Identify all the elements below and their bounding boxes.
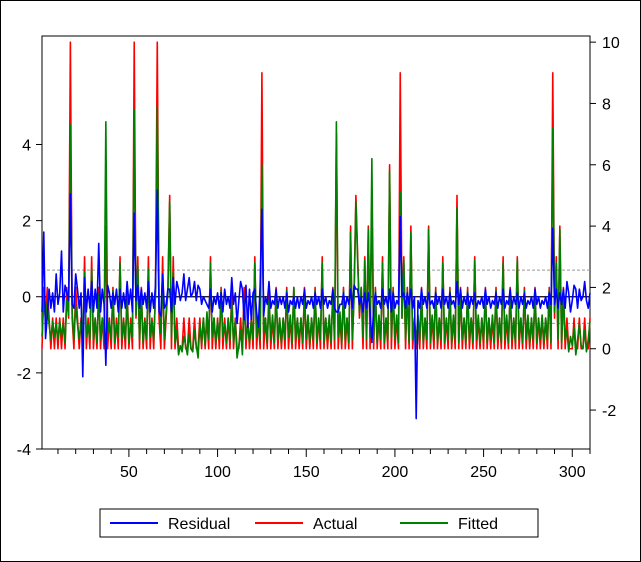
x-axis-tick-label: 50 [120, 464, 138, 481]
right-axis-tick-label: 8 [602, 96, 611, 113]
series-line-residual [41, 189, 591, 420]
legend-label-residual: Residual [168, 516, 230, 533]
right-axis-tick-label: 6 [602, 158, 611, 175]
x-axis-tick-label: 200 [382, 464, 409, 481]
legend: Residual Actual Fitted [99, 508, 539, 538]
right-axis-tick-label: 0 [602, 342, 611, 359]
x-axis-tick-label: 300 [559, 464, 586, 481]
x-axis-tick-label: 250 [470, 464, 497, 481]
left-axis-tick-label: -2 [17, 366, 31, 383]
x-axis-tick-label: 150 [293, 464, 320, 481]
right-axis-tick-label: -2 [602, 403, 616, 420]
left-axis-tick-label: 4 [22, 137, 31, 154]
legend-label-actual: Actual [313, 516, 357, 533]
x-axis: 50 100 150 200 250 300 [57, 449, 591, 481]
right-axis: -2 0 2 4 6 8 10 [590, 35, 620, 420]
left-axis-tick-label: -4 [17, 442, 31, 459]
legend-label-fitted: Fitted [458, 516, 498, 533]
left-axis-tick-label: 2 [22, 214, 31, 231]
left-axis-tick-label: 0 [22, 290, 31, 307]
x-axis-tick-label: 100 [204, 464, 231, 481]
left-axis: -4 -2 0 2 4 [17, 137, 42, 459]
legend-box [99, 508, 539, 538]
right-axis-tick-label: 4 [602, 219, 611, 236]
plot-area [41, 35, 591, 450]
plot-frame [41, 35, 591, 450]
right-axis-tick-label: 10 [602, 35, 620, 52]
right-axis-tick-label: 2 [602, 280, 611, 297]
